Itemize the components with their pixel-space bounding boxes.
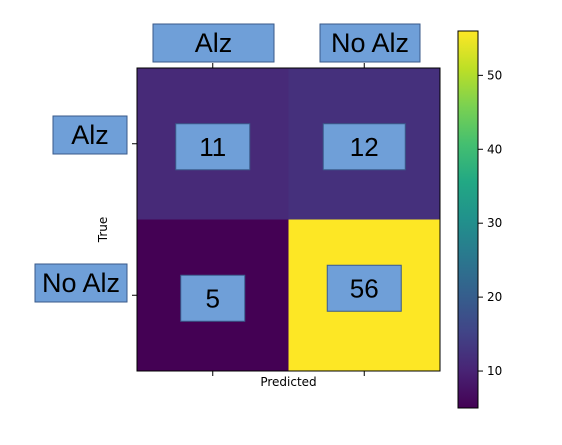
colorbar: 10 20 30 40 50 — [457, 30, 502, 409]
colorbar-tick-label: 10 — [487, 364, 502, 378]
cell-value-label: 56 — [350, 273, 379, 303]
plot-frame — [136, 67, 441, 372]
y-category-box — [52, 115, 128, 155]
y-category-label: No Alz — [42, 268, 120, 298]
y-category-label: Alz — [71, 120, 109, 150]
cell-value-box — [326, 264, 402, 312]
colorbar-gradient — [457, 30, 479, 409]
heatmap-cells: 11 12 5 56 — [136, 67, 441, 372]
category-labels: Alz No Alz Alz No Alz Predicted True — [34, 23, 421, 389]
colorbar-tick-label: 20 — [487, 290, 502, 304]
colorbar-tick-label: 30 — [487, 216, 502, 230]
colorbar-tick-label: 50 — [487, 68, 502, 82]
cell-value-label: 12 — [350, 132, 379, 162]
x-axis-label: Predicted — [260, 375, 316, 389]
y-category-box — [34, 263, 128, 303]
cell-value-label: 5 — [206, 283, 220, 313]
x-category-label: Alz — [195, 28, 233, 58]
x-category-box — [319, 23, 421, 63]
x-category-box — [152, 23, 275, 63]
y-axis-label: True — [96, 217, 110, 244]
axis-ticks — [132, 63, 365, 376]
cell-value-box — [322, 123, 406, 171]
colorbar-tick-label: 40 — [487, 142, 502, 156]
cell-value-label: 11 — [199, 132, 226, 162]
cell-value-box — [175, 123, 251, 171]
x-category-label: No Alz — [331, 28, 409, 58]
cell-value-box — [180, 274, 246, 322]
